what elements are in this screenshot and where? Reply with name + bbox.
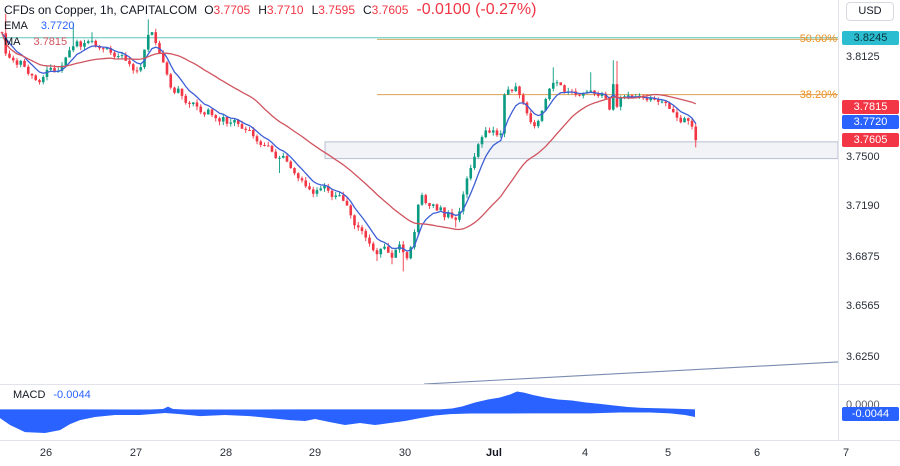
ohlc-values: O3.7705 H3.7710 L3.7595 C3.7605 -0.0100 … — [204, 1, 536, 19]
time-tick: 29 — [308, 447, 322, 459]
price-tick: 3.6250 — [846, 350, 880, 363]
time-tick: 7 — [842, 447, 850, 459]
close-value: 3.7605 — [371, 3, 409, 17]
macd-legend-row[interactable]: MACD -0.0044 — [13, 389, 91, 401]
time-tick: 6 — [753, 447, 761, 459]
ema-label: EMA — [4, 20, 28, 32]
ma-line — [1, 32, 697, 231]
price-label-chip: 3.8245 — [842, 30, 899, 45]
time-axis[interactable]: 26 27 28 29 30 Jul 4 5 6 7 — [0, 440, 900, 466]
open-value: 3.7705 — [213, 3, 251, 17]
change-value: -0.0100 (-0.27%) — [416, 1, 537, 18]
price-tick: 3.7190 — [846, 200, 880, 213]
macd-zero-tick: 0.0000 — [846, 399, 880, 411]
time-tick: 4 — [581, 447, 589, 459]
ema-line — [1, 32, 697, 252]
price-tick: 3.6565 — [846, 300, 880, 313]
trendline — [423, 361, 839, 385]
symbol-legend-row[interactable]: CFDs on Copper, 1h, CAPITALCOM O3.7705 H… — [4, 1, 536, 19]
macd-area — [0, 391, 695, 433]
open-label: O — [204, 3, 214, 17]
high-value: 3.7710 — [266, 3, 304, 17]
time-tick: 27 — [129, 447, 143, 459]
time-tick: Jul — [486, 447, 502, 459]
symbol-title: CFDs on Copper, 1h, CAPITALCOM — [4, 3, 198, 17]
ma-legend-row[interactable]: MA 3.7815 — [4, 34, 536, 50]
macd-label: MACD — [13, 389, 46, 401]
fib-level-label: 38.20% — [799, 88, 837, 101]
price-tick: 3.7500 — [846, 150, 880, 163]
price-axis[interactable]: USD 3.8125 3.7500 3.7190 3.6875 3.6565 3.6250… — [838, 0, 900, 440]
price-label-chip: 3.7815 — [842, 99, 899, 114]
price-label-chip: 3.7605 — [842, 133, 899, 148]
ema-legend-row[interactable]: EMA 3.7720 — [4, 18, 536, 34]
ma-label: MA — [4, 36, 21, 48]
low-label: L — [311, 3, 319, 17]
macd-value-chip: -0.0044 — [842, 407, 899, 421]
macd-value: -0.0044 — [53, 389, 91, 401]
chart-legend: CFDs on Copper, 1h, CAPITALCOM O3.7705 H… — [4, 1, 536, 50]
fib-level-label: 50.00% — [799, 33, 837, 46]
support-zone-box — [324, 141, 839, 160]
ma-value: 3.7815 — [33, 36, 68, 48]
time-tick: 28 — [219, 447, 233, 459]
price-label-chip: 3.7720 — [842, 114, 899, 129]
low-value: 3.7595 — [318, 3, 355, 17]
price-tick: 3.8125 — [846, 50, 880, 63]
pane-separator[interactable] — [0, 384, 900, 385]
price-tick: 3.6875 — [846, 250, 880, 263]
ema-value: 3.7720 — [40, 20, 75, 32]
high-label: H — [258, 3, 267, 17]
currency-button[interactable]: USD — [846, 2, 894, 21]
time-tick: 26 — [39, 447, 53, 459]
time-tick: 30 — [398, 447, 412, 459]
close-label: C — [363, 3, 372, 17]
time-tick: 5 — [664, 447, 672, 459]
